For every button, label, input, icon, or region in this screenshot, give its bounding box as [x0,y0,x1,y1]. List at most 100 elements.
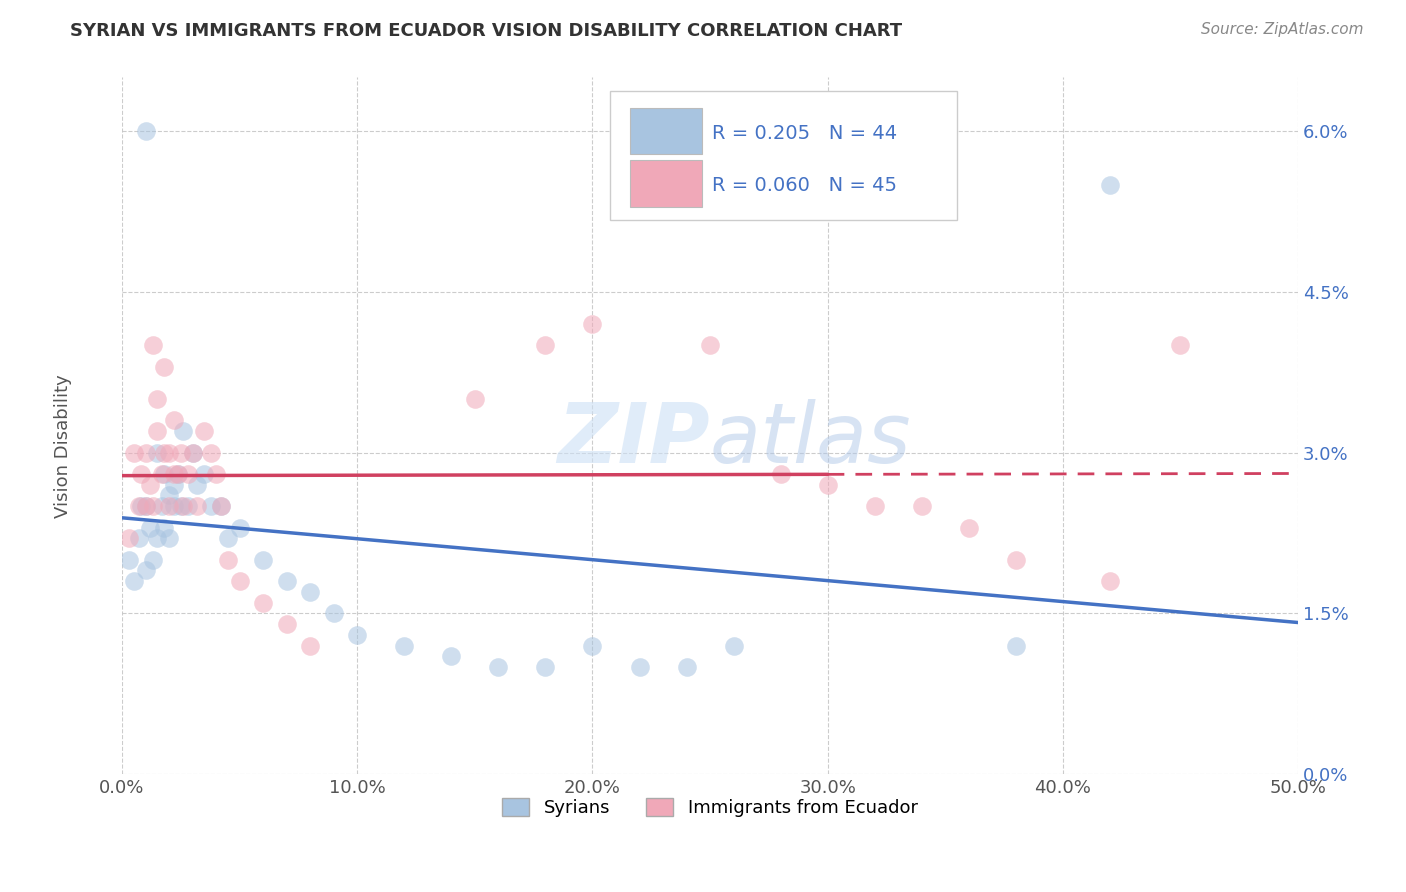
Text: SYRIAN VS IMMIGRANTS FROM ECUADOR VISION DISABILITY CORRELATION CHART: SYRIAN VS IMMIGRANTS FROM ECUADOR VISION… [70,22,903,40]
FancyBboxPatch shape [630,108,702,154]
Point [299,639,322,653]
Point [193,467,215,481]
Point [139,520,162,534]
Point [167,467,190,481]
Point [118,532,141,546]
Point [153,467,176,481]
Point [209,499,232,513]
Point [150,499,173,513]
Point [163,477,186,491]
Point [252,596,274,610]
Point [1005,639,1028,653]
Point [157,499,180,513]
Point [135,564,157,578]
Point [129,467,152,481]
Point [699,338,721,352]
Point [1005,553,1028,567]
Point [170,445,193,459]
Point [534,338,557,352]
Point [172,424,194,438]
Point [322,607,344,621]
Point [228,520,250,534]
Point [177,467,200,481]
Point [135,499,157,513]
Point [440,649,463,664]
Point [139,477,162,491]
Point [163,499,186,513]
Point [122,445,145,459]
Point [299,585,322,599]
Legend: Syrians, Immigrants from Ecuador: Syrians, Immigrants from Ecuador [495,790,925,824]
Point [142,338,165,352]
Text: atlas: atlas [710,400,911,480]
Point [172,499,194,513]
Point [276,617,298,632]
Point [153,359,176,374]
Point [142,553,165,567]
Point [200,499,222,513]
Point [957,520,980,534]
Point [135,124,157,138]
Point [163,467,186,481]
Point [150,467,173,481]
Text: R = 0.205   N = 44: R = 0.205 N = 44 [713,124,897,143]
Point [157,445,180,459]
Point [1098,574,1121,589]
Point [769,467,792,481]
Point [394,639,416,653]
Point [122,574,145,589]
Text: ZIP: ZIP [557,400,710,480]
Text: Vision Disability: Vision Disability [55,374,72,518]
Point [252,553,274,567]
Point [128,499,150,513]
Point [628,660,651,674]
Point [146,532,169,546]
Point [135,499,157,513]
Point [205,467,228,481]
Point [534,660,557,674]
Point [464,392,486,406]
Point [346,628,368,642]
Point [146,392,169,406]
Point [209,499,232,513]
Point [118,553,141,567]
Point [157,488,180,502]
Point [217,532,239,546]
Point [153,520,176,534]
Point [153,445,176,459]
Point [181,445,204,459]
Point [157,532,180,546]
Point [675,660,697,674]
Point [193,424,215,438]
FancyBboxPatch shape [610,91,957,220]
Point [486,660,509,674]
Point [163,413,186,427]
Point [186,477,208,491]
Point [167,467,190,481]
Point [817,477,839,491]
FancyBboxPatch shape [630,161,702,207]
Point [128,532,150,546]
Point [129,499,152,513]
Point [1098,178,1121,192]
Point [581,317,603,331]
Point [170,499,193,513]
Text: Source: ZipAtlas.com: Source: ZipAtlas.com [1201,22,1364,37]
Point [863,499,886,513]
Point [276,574,298,589]
Point [911,499,934,513]
Point [146,445,169,459]
Point [228,574,250,589]
Point [200,445,222,459]
Point [186,499,208,513]
Point [217,553,239,567]
Point [181,445,204,459]
Point [146,424,169,438]
Point [135,445,157,459]
Point [723,639,745,653]
Point [1170,338,1192,352]
Point [581,639,603,653]
Text: R = 0.060   N = 45: R = 0.060 N = 45 [713,176,897,195]
Point [142,499,165,513]
Point [177,499,200,513]
